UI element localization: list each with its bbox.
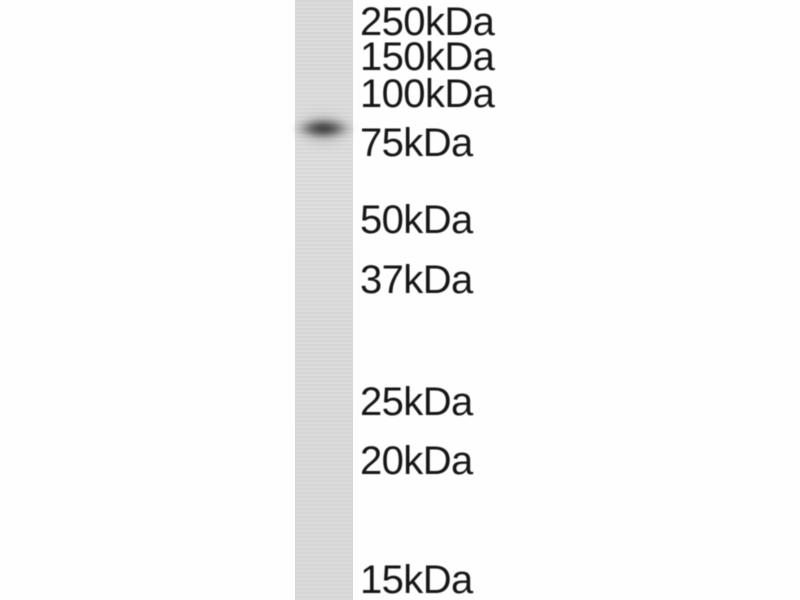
- mw-marker-label: 75kDa: [360, 121, 473, 165]
- mw-marker-label: 20kDa: [360, 439, 473, 483]
- mw-marker-label: 37kDa: [360, 258, 473, 302]
- protein-band: [292, 117, 355, 140]
- mw-marker-label: 50kDa: [360, 198, 473, 242]
- mw-marker-label: 25kDa: [360, 380, 473, 424]
- mw-marker-label: 150kDa: [360, 35, 495, 79]
- mw-marker-label: 100kDa: [360, 72, 495, 116]
- mw-marker-label: 250kDa: [360, 0, 495, 44]
- blot-lane: [295, 0, 353, 600]
- mw-marker-label: 15kDa: [360, 558, 473, 600]
